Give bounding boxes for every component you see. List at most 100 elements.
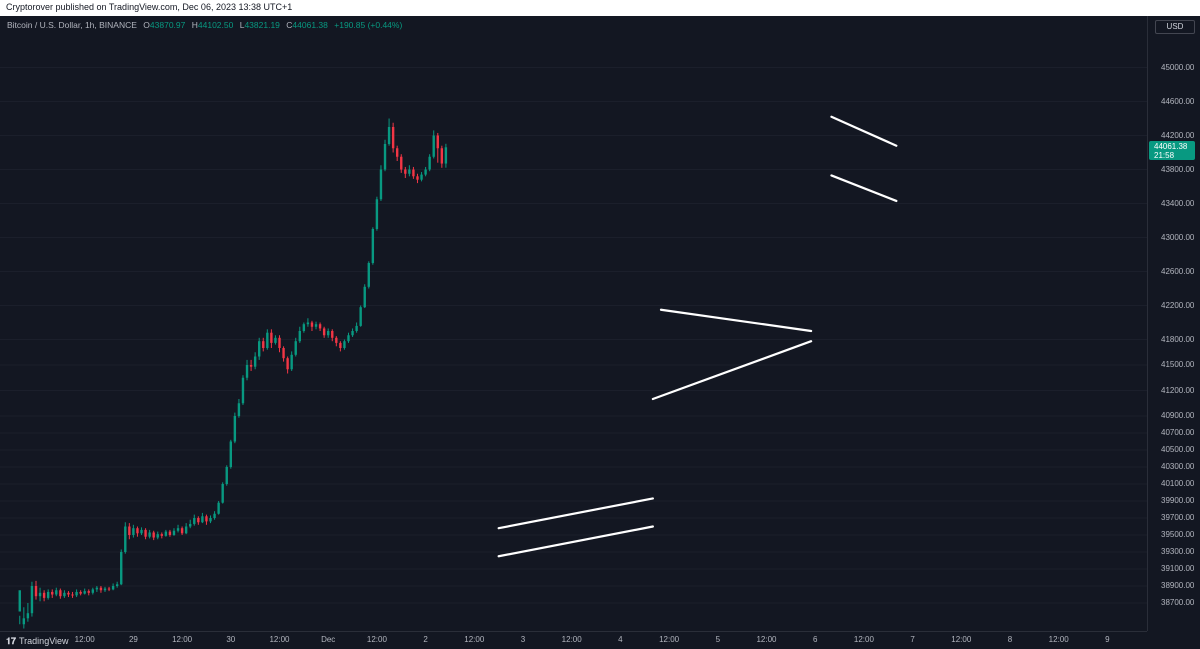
candle: [408, 165, 411, 177]
candle: [205, 514, 208, 525]
candle-body: [266, 332, 269, 348]
candle: [217, 501, 220, 515]
price-tick-label: 40300.00: [1161, 462, 1195, 471]
candle: [379, 165, 383, 201]
candle: [55, 587, 58, 597]
close-label: C: [286, 20, 293, 30]
price-tick-label: 39100.00: [1161, 564, 1195, 573]
chart-pane[interactable]: Bitcoin / U.S. Dollar, 1h, BINANCE O4387…: [0, 16, 1147, 631]
currency-button[interactable]: USD: [1155, 20, 1195, 34]
candle-body: [144, 529, 147, 537]
candle: [34, 580, 38, 600]
time-tick-label: 12:00: [756, 635, 777, 644]
candle: [400, 154, 403, 173]
candle: [221, 482, 224, 504]
trendline: [651, 340, 813, 401]
candle-body: [367, 263, 370, 287]
candle-body: [331, 331, 334, 338]
candle-body: [213, 513, 216, 518]
candle-body: [383, 144, 387, 170]
candle: [103, 586, 107, 592]
candle: [128, 523, 131, 540]
candle: [176, 524, 180, 533]
time-tick-label: 12:00: [366, 635, 387, 644]
candle: [387, 118, 391, 146]
candle: [63, 590, 66, 598]
candle-body: [404, 169, 407, 174]
candle: [136, 526, 139, 537]
candle: [42, 590, 46, 602]
candle-body: [355, 325, 358, 331]
candlestick-chart[interactable]: [0, 16, 1147, 631]
candle-body: [294, 341, 297, 355]
candle: [168, 529, 172, 537]
candle-body: [42, 592, 46, 598]
candle-body: [245, 365, 249, 378]
candle-body: [318, 324, 322, 329]
price-tick-label: 40500.00: [1161, 445, 1195, 454]
candle: [201, 512, 204, 524]
publish-text: Cryptorover published on TradingView.com…: [6, 2, 293, 12]
price-tick-label: 42600.00: [1161, 266, 1195, 276]
candle: [156, 531, 159, 540]
time-tick-label: Dec: [321, 635, 336, 644]
symbol-name[interactable]: Bitcoin / U.S. Dollar, 1h, BINANCE: [7, 20, 137, 30]
candle-body: [322, 328, 326, 336]
candle: [367, 261, 370, 289]
time-tick-label: 12:00: [464, 635, 485, 644]
high-label: H: [191, 20, 198, 30]
price-tick-label: 39500.00: [1161, 530, 1195, 539]
candle: [115, 581, 119, 588]
low-value: 43821.19: [244, 20, 280, 30]
price-axis[interactable]: USD 45000.00 44600.00 44200.00 43800.00 4340…: [1147, 16, 1200, 631]
candle: [95, 586, 99, 592]
candle: [420, 172, 423, 182]
candle-body: [71, 594, 74, 596]
candle: [294, 337, 297, 357]
candle: [164, 529, 168, 537]
candle-body: [432, 135, 435, 157]
candle: [75, 589, 78, 598]
time-tick-label: 4: [618, 635, 623, 644]
candle: [306, 318, 310, 327]
candle-body: [359, 307, 362, 326]
candle: [310, 320, 314, 331]
candle-body: [282, 348, 285, 359]
candle-body: [18, 590, 21, 612]
candle-body: [189, 523, 192, 527]
candle-body: [225, 467, 228, 484]
price-tick-label: 41800.00: [1161, 334, 1195, 344]
candle: [144, 528, 147, 540]
candle: [249, 359, 253, 371]
candle-body: [38, 592, 42, 597]
candle-body: [67, 592, 70, 595]
candle: [359, 305, 362, 327]
candle: [339, 341, 342, 352]
time-tick-label: 8: [1007, 635, 1013, 644]
candle: [124, 522, 127, 554]
candle-body: [278, 337, 281, 348]
time-tick-label: 12:00: [1048, 635, 1069, 644]
candle-body: [258, 341, 261, 357]
price-tick-label: 43800.00: [1161, 164, 1195, 174]
candle: [233, 412, 237, 444]
candle-body: [395, 148, 399, 157]
candle-body: [391, 127, 395, 149]
candle-body: [339, 342, 342, 348]
price-tick-label: 39300.00: [1161, 547, 1195, 556]
candle: [197, 516, 200, 525]
candle-body: [197, 518, 200, 523]
candle: [278, 335, 281, 353]
price-tick-label: 38700.00: [1161, 598, 1195, 607]
tradingview-brand[interactable]: 𝟏𝟕 TradingView: [6, 636, 73, 647]
candle: [30, 581, 34, 617]
candle-body: [128, 526, 131, 535]
candle: [253, 352, 257, 370]
candle-body: [34, 586, 38, 597]
price-tick-label: 38900.00: [1161, 581, 1195, 590]
candle: [152, 530, 155, 541]
candle-body: [408, 169, 411, 174]
time-axis[interactable]: 2812:002912:003012:00Dec12:00212:00312:0…: [0, 631, 1147, 649]
time-tick-label: 2: [423, 635, 428, 644]
candle: [262, 337, 265, 352]
